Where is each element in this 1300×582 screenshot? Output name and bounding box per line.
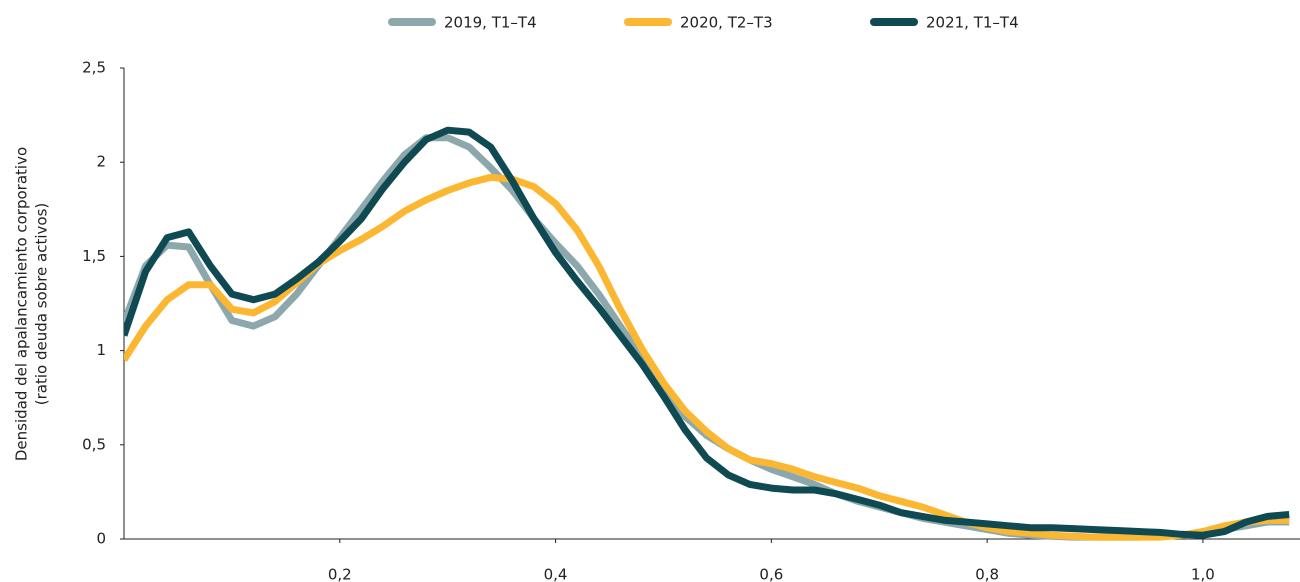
y-tick-label: 1 bbox=[96, 341, 106, 359]
legend-label: 2020, T2–T3 bbox=[680, 14, 773, 32]
series-line bbox=[124, 173, 1290, 541]
legend-label: 2019, T1–T4 bbox=[444, 14, 537, 32]
lines bbox=[124, 126, 1290, 541]
x-tick-label: 0,8 bbox=[975, 566, 999, 582]
y-tick-label: 0,5 bbox=[82, 435, 106, 453]
series-line bbox=[124, 134, 1290, 541]
series-line bbox=[124, 126, 1290, 539]
y-tick-label: 0 bbox=[96, 530, 106, 548]
axes bbox=[123, 68, 1300, 540]
y-axis-title: (ratio deuda sobre activos) bbox=[33, 203, 51, 406]
y-tick-label: 2,5 bbox=[82, 59, 106, 77]
y-axis-title: Densidad del apalancamiento corporativo bbox=[13, 147, 31, 461]
legend-label: 2021, T1–T4 bbox=[926, 14, 1019, 32]
x-tick-label: 1,0 bbox=[1191, 566, 1215, 582]
x-tick-label: 0,4 bbox=[544, 566, 568, 582]
x-tick-label: 0,2 bbox=[328, 566, 352, 582]
x-tick-label: 0,6 bbox=[759, 566, 783, 582]
y-tick-label: 1,5 bbox=[82, 247, 106, 265]
y-tick-label: 2 bbox=[96, 153, 106, 171]
